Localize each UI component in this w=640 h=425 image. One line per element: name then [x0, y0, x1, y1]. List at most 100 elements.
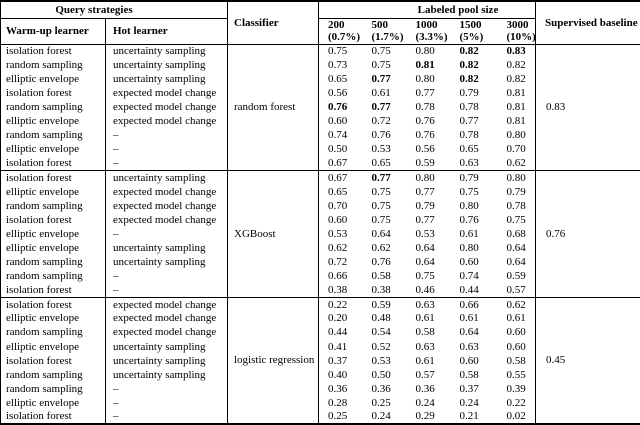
hot-learner-cell: –	[105, 226, 228, 241]
pool-value-cell: 0.24	[459, 396, 479, 409]
hot-learner-cell: expected model change	[105, 325, 228, 340]
warmup-learner-cell: elliptic envelope	[0, 240, 106, 256]
table-row: random sampling expected model change 0.76…	[0, 100, 640, 115]
pool-value-cell: 0.62	[506, 157, 526, 170]
pool-value-cell: 0.75	[459, 185, 479, 198]
hot-learner-cell: uncertainty sampling	[105, 255, 228, 270]
warmup-learner-cell: random sampling	[0, 58, 106, 73]
pool-value-cell: 0.48	[371, 312, 391, 325]
pool-size-percent: (10%)	[506, 31, 536, 43]
pool-value-cell: 0.75	[371, 213, 391, 226]
table-row: isolation forest expected model change 0.6…	[0, 212, 640, 227]
pool-value-cell: 0.25	[371, 396, 391, 409]
table-row: random sampling uncertainty sampling 0.73 0…	[0, 58, 640, 73]
table-row: random sampling uncertainty sampling 0.40 0…	[0, 367, 640, 382]
warmup-learner-cell: isolation forest	[0, 212, 106, 227]
pool-value-cell: 0.36	[371, 382, 391, 395]
classifier-block-logistic-regression: isolation forest expected model change log…	[0, 297, 640, 424]
pool-size-percent: (3.3%)	[415, 31, 448, 43]
pool-value-cell: 0.82	[459, 73, 479, 86]
table-row: elliptic envelope uncertainty sampling 0.4…	[0, 339, 640, 354]
table-row: elliptic envelope uncertainty sampling 0.6…	[0, 240, 640, 256]
pool-value-cell: 0.44	[328, 326, 348, 339]
pool-value-cell: 0.46	[415, 283, 435, 296]
hot-learner-cell: uncertainty sampling	[105, 240, 228, 256]
hot-learner-cell: uncertainty sampling	[105, 367, 228, 382]
pool-value-cell: 0.58	[415, 326, 435, 339]
table-row: elliptic envelope expected model change 0.…	[0, 311, 640, 326]
pool-value-cell: 0.77	[371, 73, 391, 86]
pool-value-cell: 0.58	[459, 368, 479, 381]
table-row: isolation forest expected model change log…	[0, 297, 640, 424]
supervised-baseline-header: Supervised baseline	[535, 1, 640, 44]
hot-learner-cell: –	[105, 128, 228, 143]
pool-value-cell: 0.56	[328, 87, 348, 100]
pool-value-cell: 0.77	[371, 101, 391, 114]
pool-value-cell: 0.79	[506, 185, 526, 198]
table-row: isolation forest – 0.67 0.65 0.59 0.63 0.62	[0, 156, 640, 171]
warmup-learner-cell: isolation forest	[0, 409, 106, 424]
table-row: elliptic envelope – 0.50 0.53 0.56 0.65 0.70	[0, 142, 640, 157]
pool-value-cell: 0.64	[506, 256, 526, 269]
pool-value-cell: 0.81	[506, 101, 526, 114]
pool-value-cell: 0.63	[459, 157, 479, 170]
hot-learner-cell: expected model change	[105, 311, 228, 326]
pool-value-cell: 0.66	[328, 270, 348, 283]
pool-value-cell: 0.79	[415, 199, 435, 212]
table-header: Query strategies Classifier Labeled pool…	[0, 1, 640, 44]
pool-value-cell: 0.83	[506, 45, 526, 58]
pool-value-cell: 0.53	[371, 354, 391, 367]
table-row: isolation forest uncertainty sampling rand…	[0, 44, 640, 171]
classifier-block-random-forest: isolation forest uncertainty sampling rand…	[0, 44, 640, 171]
warmup-learner-cell: isolation forest	[0, 353, 106, 368]
hot-learner-cell: –	[105, 409, 228, 424]
pool-value-cell: 0.53	[371, 143, 391, 156]
pool-value-cell: 0.38	[328, 283, 348, 296]
pool-value-cell: 0.70	[506, 143, 526, 156]
pool-value-cell: 0.57	[415, 368, 435, 381]
pool-value-cell: 0.75	[415, 270, 435, 283]
warmup-learner-cell: elliptic envelope	[0, 142, 106, 157]
hot-learner-cell: –	[105, 381, 228, 396]
pool-value-cell: 0.52	[371, 340, 391, 353]
pool-value-cell: 0.36	[328, 382, 348, 395]
warmup-learner-cell: random sampling	[0, 100, 106, 115]
table-row: random sampling – 0.74 0.76 0.76 0.78 0.80	[0, 128, 640, 143]
hot-learner-cell: expected model change	[105, 212, 228, 227]
pool-size-value: 500	[371, 19, 389, 31]
pool-value-cell: 0.78	[506, 199, 526, 212]
baseline-value-cell: 0.76	[535, 170, 640, 298]
pool-value-cell: 0.80	[415, 73, 435, 86]
warmup-learner-cell: elliptic envelope	[0, 339, 106, 354]
warmup-learner-cell: isolation forest	[0, 170, 106, 185]
pool-value-cell: 0.63	[415, 340, 435, 353]
pool-value-cell: 0.65	[328, 185, 348, 198]
pool-value-cell: 0.62	[371, 242, 391, 254]
pool-value-cell: 0.76	[415, 129, 435, 142]
warmup-learner-cell: isolation forest	[0, 156, 106, 171]
pool-value-cell: 0.22	[506, 396, 526, 409]
pool-value-cell: 0.78	[459, 101, 479, 114]
pool-value-cell: 0.64	[506, 242, 526, 254]
pool-size-value: 1500	[459, 19, 482, 31]
table-row: isolation forest uncertainty sampling 0.37…	[0, 353, 640, 368]
hot-learner-cell: –	[105, 142, 228, 157]
pool-value-cell: 0.41	[328, 340, 348, 353]
pool-value-cell: 0.55	[506, 368, 526, 381]
pool-value-cell: 0.64	[371, 227, 391, 240]
table-row: elliptic envelope expected model change 0.…	[0, 184, 640, 199]
pool-value-cell: 0.81	[415, 59, 435, 72]
pool-value-cell: 0.80	[415, 45, 435, 58]
table-row: elliptic envelope – 0.28 0.25 0.24 0.24 0.22	[0, 395, 640, 410]
pool-size-value: 200	[328, 19, 345, 31]
pool-col-header-3000: 3000 (10%)	[498, 18, 536, 44]
pool-value-cell: 0.80	[506, 171, 526, 184]
table-row: isolation forest – 0.38 0.38 0.46 0.44 0.57	[0, 283, 640, 298]
pool-value-cell: 0.75	[371, 185, 391, 198]
pool-value-cell: 0.76	[371, 256, 391, 269]
hot-learner-cell: –	[105, 269, 228, 284]
pool-col-header-500: 500 (1.7%)	[363, 18, 407, 44]
pool-value-cell: 0.67	[328, 157, 348, 170]
pool-value-cell: 0.50	[371, 368, 391, 381]
pool-value-cell: 0.20	[328, 312, 348, 325]
